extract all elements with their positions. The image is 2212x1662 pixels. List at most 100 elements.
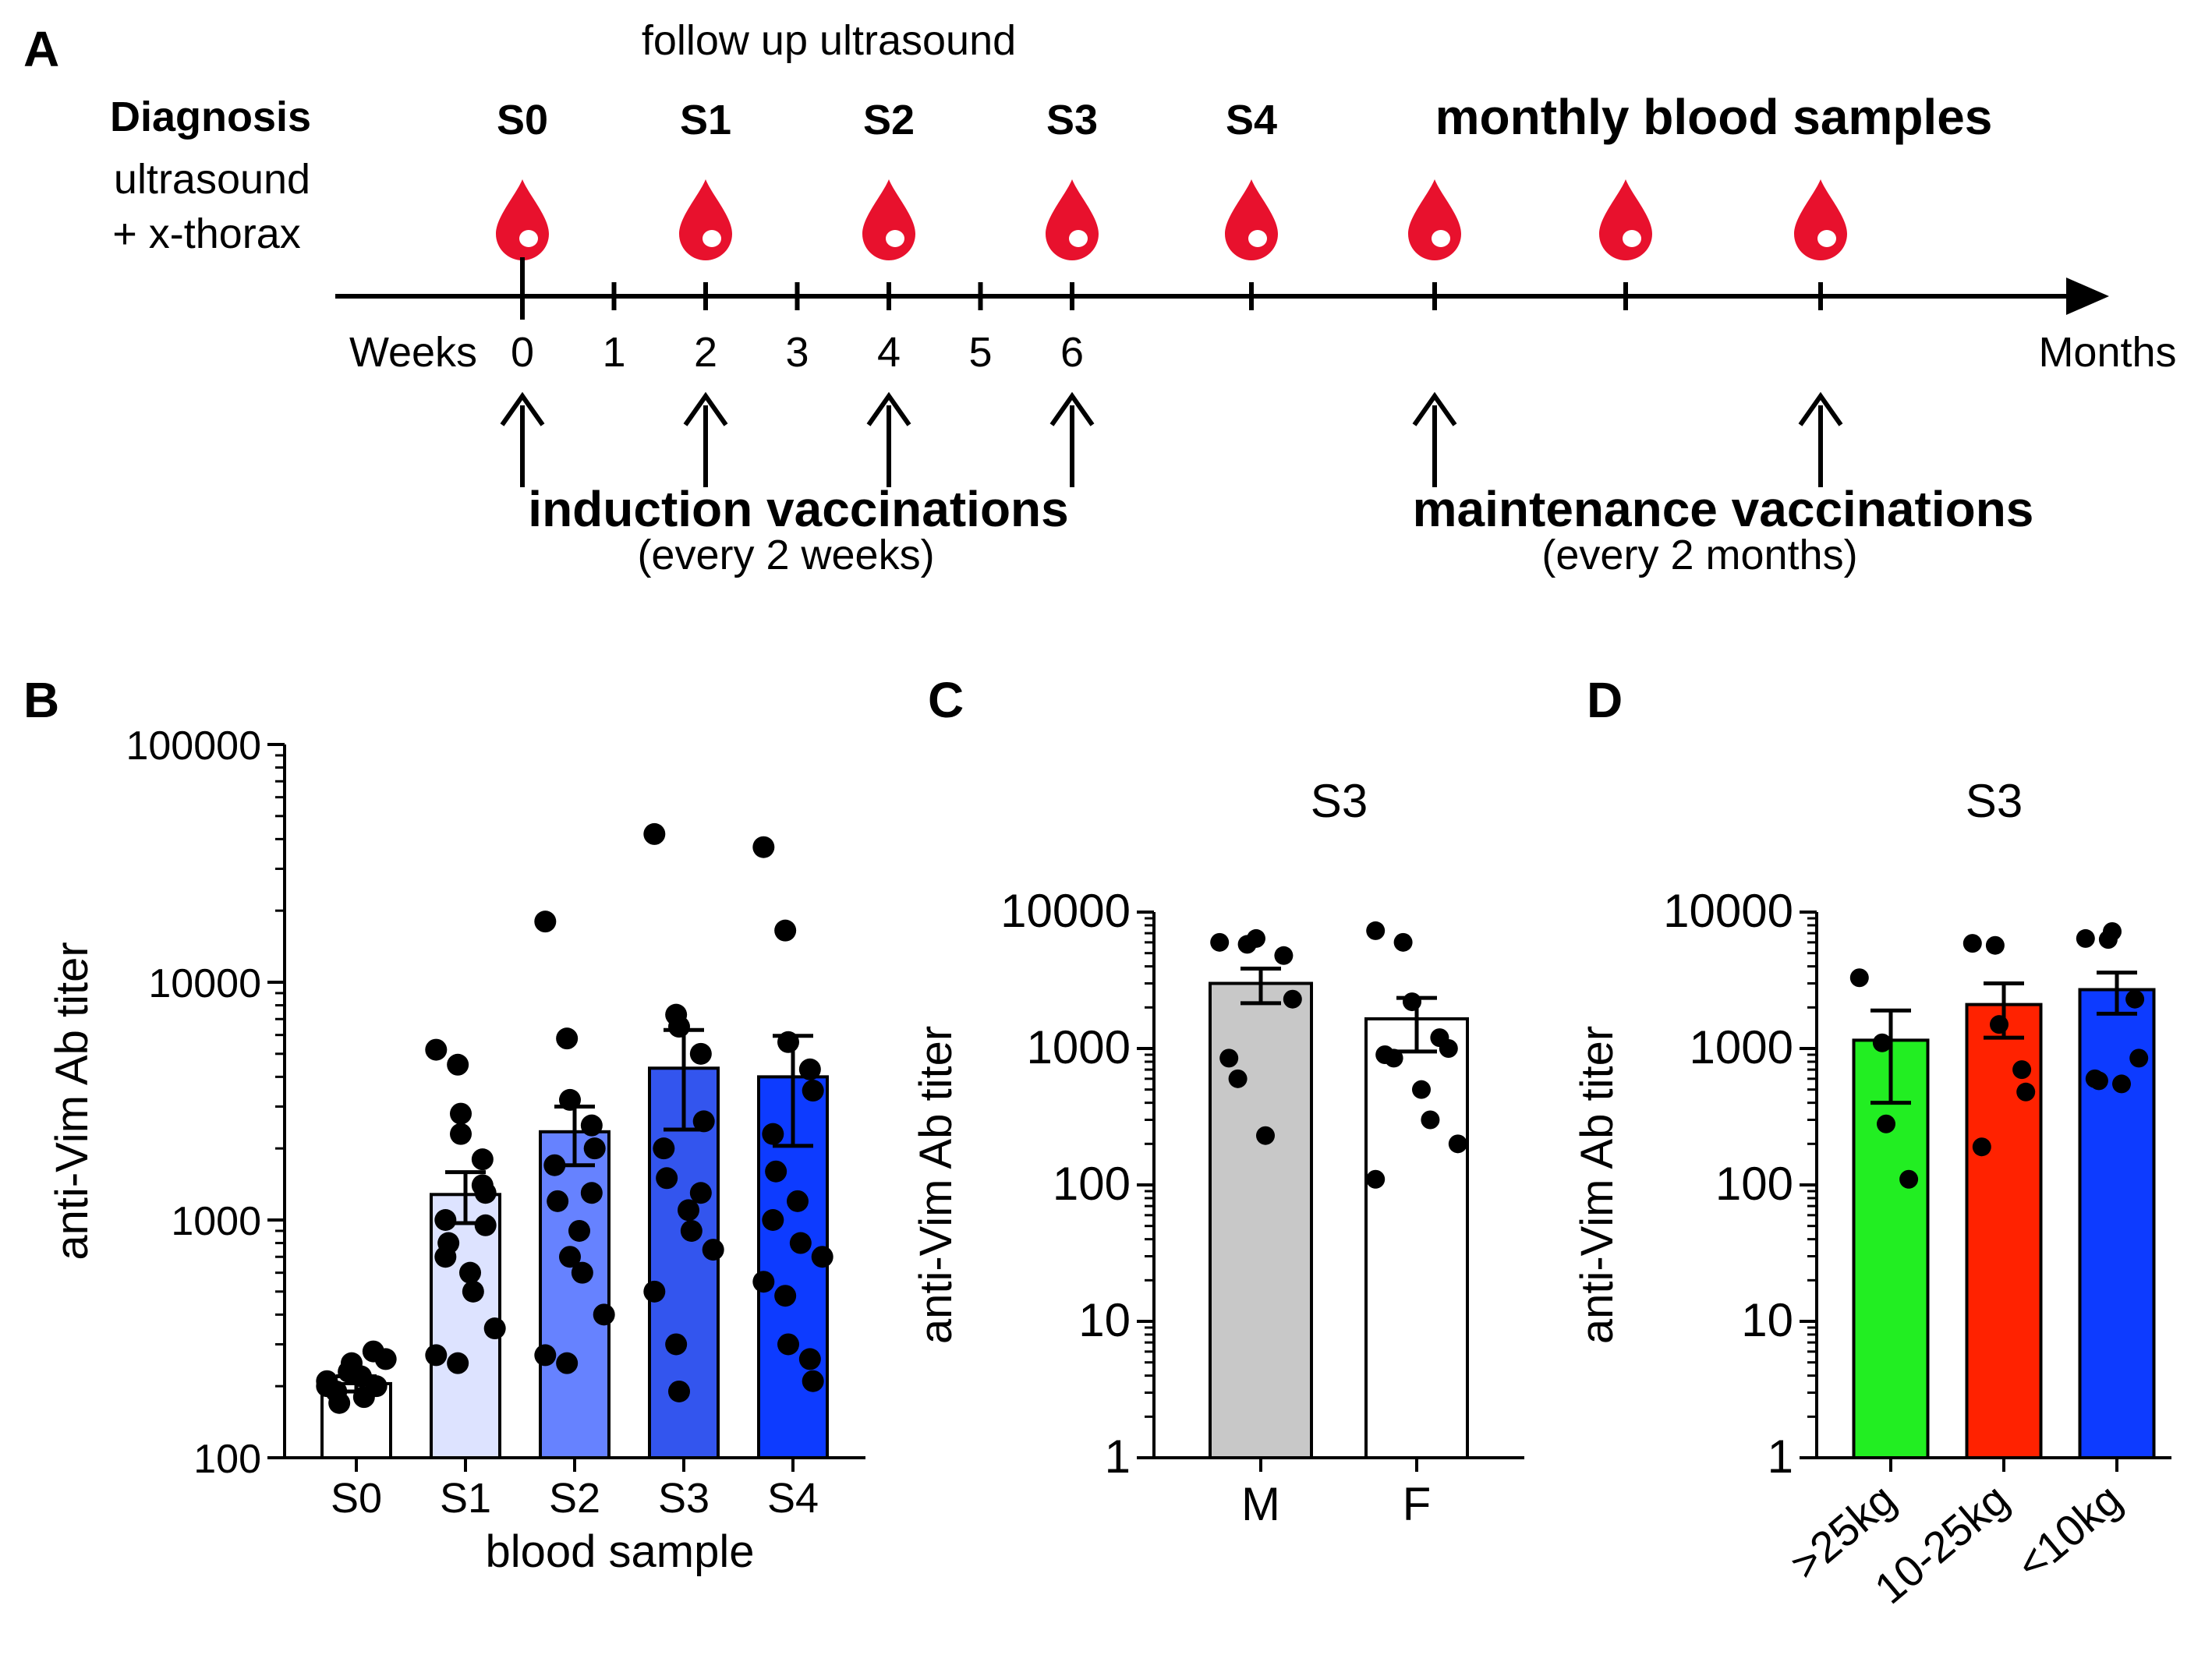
week-tick-label: 1: [602, 329, 625, 376]
data-point-<10kg: [2076, 928, 2095, 948]
chart-c: S3 anti-Vim Ab titer M F 1 10 100 1000 10000: [911, 775, 1524, 1530]
blood-drops: [496, 179, 1847, 260]
blood-drop-shape: [862, 179, 915, 260]
data-point-S4: [798, 1348, 821, 1370]
x-tick-label: F: [1403, 1478, 1432, 1530]
data-point-F: [1412, 1080, 1431, 1099]
data-point-<10kg: [2103, 921, 2122, 941]
blood-drop-shape: [1408, 179, 1461, 260]
data-point-F: [1439, 1039, 1458, 1058]
data-point-S0: [328, 1391, 351, 1414]
x-tick-label: S4: [767, 1475, 819, 1522]
blood-drop-shape: [679, 179, 732, 260]
data-point-S1: [459, 1261, 481, 1284]
data-point-S4: [798, 1058, 821, 1080]
blood-drop-shape: [496, 179, 549, 260]
data-point-F: [1366, 921, 1386, 940]
data-point-S2: [580, 1182, 603, 1204]
data-point-S2: [583, 1137, 606, 1160]
data-point-S2: [534, 911, 557, 933]
data-point-S1: [450, 1102, 472, 1125]
data-point-S1: [425, 1344, 448, 1367]
y-tick-label: 10000: [148, 961, 261, 1006]
data-point-S1: [447, 1053, 469, 1076]
y-tick-label: 1: [1768, 1430, 1793, 1483]
y-tick-label: 1000: [1690, 1021, 1793, 1073]
y-tick-label: 100: [1053, 1158, 1131, 1210]
data-point-S0: [374, 1348, 397, 1370]
sample-label-S1: S1: [680, 97, 731, 143]
data-point-S3: [692, 1110, 715, 1133]
blood-drop-highlight: [1432, 230, 1450, 247]
data-point-S2: [571, 1261, 593, 1284]
y-axis-label: anti-Vim Ab titer: [47, 942, 97, 1260]
data-point-S4: [802, 1370, 824, 1392]
vaccination-arrow-icon: [683, 391, 728, 487]
data-point->25kg: [1899, 1169, 1919, 1189]
blood-drop-icon: [1408, 179, 1461, 260]
data-point-S1: [474, 1182, 497, 1204]
blood-drop-highlight: [1248, 230, 1267, 247]
monthly-samples-label: monthly blood samples: [1435, 89, 1993, 145]
blood-drop-icon: [1225, 179, 1278, 260]
blood-drop-highlight: [1817, 230, 1836, 247]
panel-b-letter: B: [23, 672, 59, 728]
week-tick-label: 5: [968, 329, 992, 376]
data-point-S3: [689, 1042, 712, 1065]
arrow-head: [500, 391, 545, 426]
data-point-M: [1210, 932, 1230, 952]
data-point-S1: [434, 1209, 457, 1231]
induction-title: induction vaccinations: [528, 481, 1068, 537]
months-label: Months: [2038, 329, 2176, 376]
data-point-S1: [474, 1214, 497, 1236]
vaccination-arrow-icon: [1049, 391, 1095, 487]
data-point-<10kg: [2089, 1071, 2108, 1091]
data-point-S2: [593, 1303, 615, 1326]
data-point-S3: [702, 1239, 724, 1261]
data-point-S3: [653, 1137, 675, 1160]
arrow-head: [683, 391, 728, 426]
week-tick-label: 4: [877, 329, 901, 376]
data-point-S2: [556, 1027, 579, 1050]
sample-label-S3: S3: [1046, 97, 1098, 143]
data-point-S3: [643, 1280, 666, 1303]
blood-drop-icon: [862, 179, 915, 260]
y-tick-label: 10: [1741, 1294, 1793, 1346]
blood-drop-icon: [1794, 179, 1847, 260]
blood-drop-shape: [1046, 179, 1099, 260]
data-point-S3: [678, 1199, 699, 1222]
xthorax-label: + x-thorax: [112, 210, 301, 257]
week-tick-label: 2: [694, 329, 717, 376]
data-point-S3: [656, 1167, 678, 1190]
data-point-<10kg: [2112, 1074, 2131, 1094]
y-tick-label: 100: [193, 1437, 261, 1482]
data-point->25kg: [1877, 1114, 1895, 1133]
data-point-F: [1384, 1048, 1403, 1068]
data-point-F: [1366, 1169, 1386, 1189]
data-point-S1: [425, 1038, 448, 1061]
data-point-S2: [543, 1154, 566, 1176]
x-tick-label: M: [1241, 1478, 1280, 1530]
data-point-M: [1219, 1048, 1239, 1068]
y-tick-label: 10000: [1663, 885, 1793, 937]
data-point-S2: [547, 1190, 569, 1212]
x-tick-label: S1: [440, 1475, 491, 1522]
data-point-S0: [350, 1365, 372, 1388]
arrow-head: [1798, 391, 1843, 426]
vaccination-arrow-icon: [866, 391, 911, 487]
sample-label-S4: S4: [1226, 97, 1277, 143]
chart-title: S3: [1311, 775, 1368, 827]
arrow-head: [1412, 391, 1457, 426]
data-point-S3: [668, 1016, 690, 1038]
panel-c-letter: C: [928, 672, 964, 728]
blood-drop-shape: [1794, 179, 1847, 260]
y-tick-label: 10: [1078, 1294, 1131, 1346]
data-point-S4: [802, 1080, 824, 1102]
x-tick-label: S3: [658, 1475, 710, 1522]
y-axis-label: anti-Vim Ab titer: [1572, 1026, 1623, 1344]
data-point-10-25kg: [1962, 934, 1982, 953]
week-tick-label: 0: [511, 329, 534, 376]
y-tick-label: 1000: [1027, 1021, 1131, 1073]
